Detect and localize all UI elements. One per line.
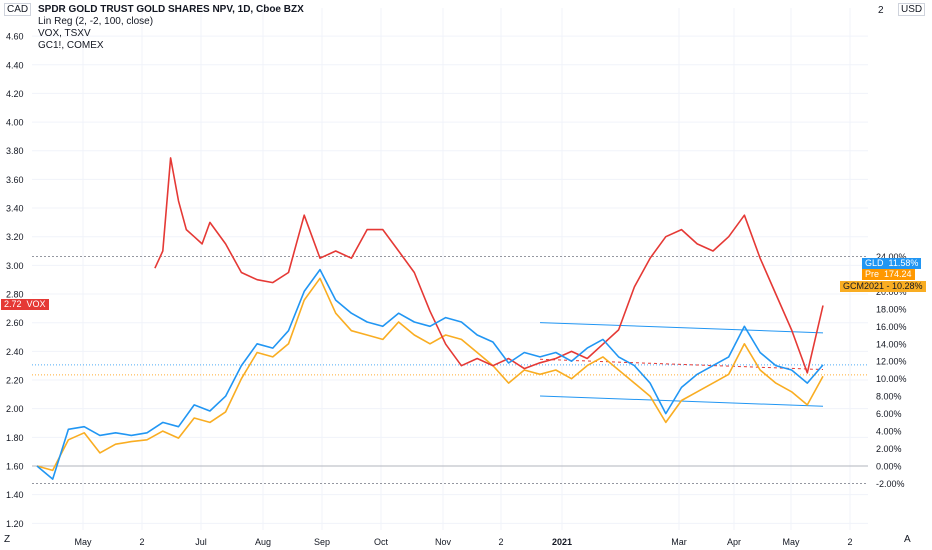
- left-axis-tick: 1.80: [6, 433, 24, 443]
- right-axis-tick: 0.00%: [876, 462, 902, 472]
- auto-scale-toggle[interactable]: A: [904, 534, 911, 545]
- time-axis-tick: Jul: [195, 537, 207, 547]
- right-axis-tick: 14.00%: [876, 339, 907, 349]
- series-line-gld: [36, 268, 824, 480]
- right-axis-tick: -2.00%: [876, 479, 905, 489]
- left-axis-tick: 3.40: [6, 204, 24, 214]
- legend-main-symbol[interactable]: SPDR GOLD TRUST GOLD SHARES NPV, 1D, Cbo…: [38, 4, 304, 15]
- time-axis: May 2 Jul Aug Sep Oct Nov 2 2021 Mar Apr May 2: [74, 537, 852, 547]
- regression-upper-line: [540, 322, 824, 334]
- grid-lines: [32, 8, 868, 530]
- left-axis-tick: 1.40: [6, 490, 24, 500]
- left-axis-tick: 4.60: [6, 32, 24, 42]
- pre-tag-value: 174.24: [884, 269, 912, 279]
- left-axis-tick: 4.00: [6, 118, 24, 128]
- pre-tag-label: Pre: [865, 269, 880, 279]
- left-axis-tick: 3.60: [6, 175, 24, 185]
- gld-tag-value: 11.58%: [888, 258, 919, 268]
- gcm-tag-label: GCM2021: [843, 281, 885, 291]
- right-axis-tick: 10.00%: [876, 374, 907, 384]
- time-axis-tick: Sep: [314, 537, 330, 547]
- right-axis-tick: 8.00%: [876, 392, 902, 402]
- right-currency-label[interactable]: USD: [898, 3, 926, 16]
- time-axis-tick: 2: [498, 537, 503, 547]
- gld-tag-label: GLD: [865, 258, 884, 268]
- log-scale-toggle[interactable]: Z: [4, 534, 11, 545]
- time-axis-tick: 2: [139, 537, 144, 547]
- regression-channel: [540, 322, 824, 407]
- time-axis-tick: May: [74, 537, 92, 547]
- right-axis-tick: 12.00%: [876, 357, 907, 367]
- right-axis-top-tick: 2: [878, 5, 884, 16]
- series-line-gcm2021: [36, 277, 824, 472]
- right-axis-tick: 24.00%: [876, 252, 907, 262]
- right-axis-tick: 6.00%: [876, 409, 902, 419]
- right-axis-tick: 18.00%: [876, 304, 907, 314]
- pre-market-tag: Pre 174.24: [862, 269, 915, 280]
- right-axis-tick: 4.00%: [876, 427, 902, 437]
- left-axis-tick: 4.40: [6, 60, 24, 70]
- right-axis-tick: 16.00%: [876, 322, 907, 332]
- vox-tag-label: VOX: [26, 299, 46, 309]
- left-axis-tick: 2.60: [6, 318, 24, 328]
- left-axis-tick: 2.40: [6, 347, 24, 357]
- left-axis: 4.60 4.40 4.20 4.00 3.80 3.60 3.40 3.20 3.00 2.80…: [6, 32, 24, 529]
- regression-center-line: [540, 358, 824, 371]
- series-lines: [36, 157, 824, 480]
- gcm-price-tag: GCM2021 - 10.28%: [840, 281, 926, 292]
- vox-price-tag: 2.72 VOX: [1, 299, 49, 310]
- gcm-tag-value: 10.28%: [892, 281, 923, 291]
- series-line-vox: [154, 157, 824, 374]
- time-axis-tick: Nov: [435, 537, 452, 547]
- left-axis-tick: 3.20: [6, 232, 24, 242]
- left-axis-tick: 2.20: [6, 376, 24, 386]
- time-axis-tick: Oct: [374, 537, 389, 547]
- legend-compare-vox[interactable]: VOX, TSXV: [38, 28, 91, 39]
- right-axis-tick: 2.00%: [876, 444, 902, 454]
- legend-indicator[interactable]: Lin Reg (2, -2, 100, close): [38, 16, 154, 27]
- left-axis-tick: 1.20: [6, 519, 24, 529]
- time-axis-tick: Mar: [671, 537, 687, 547]
- time-axis-tick: 2021: [552, 537, 572, 547]
- left-axis-tick: 1.60: [6, 462, 24, 472]
- time-axis-tick: Apr: [727, 537, 741, 547]
- gld-price-tag: GLD 11.58%: [862, 258, 922, 269]
- left-axis-tick: 2.00: [6, 404, 24, 414]
- left-axis-tick: 3.80: [6, 146, 24, 156]
- left-axis-tick: 4.20: [6, 89, 24, 99]
- time-axis-tick: 2: [847, 537, 852, 547]
- time-axis-tick: Aug: [255, 537, 271, 547]
- left-axis-tick: 2.80: [6, 290, 24, 300]
- left-axis-tick: 3.00: [6, 261, 24, 271]
- reference-lines: [32, 255, 868, 484]
- vox-tag-value: 2.72: [4, 299, 22, 309]
- left-currency-label[interactable]: CAD: [4, 3, 32, 16]
- legend-compare-gc1[interactable]: GC1!, COMEX: [38, 40, 104, 51]
- chart-legend: SPDR GOLD TRUST GOLD SHARES NPV, 1D, Cbo…: [38, 4, 304, 52]
- time-axis-tick: May: [782, 537, 800, 547]
